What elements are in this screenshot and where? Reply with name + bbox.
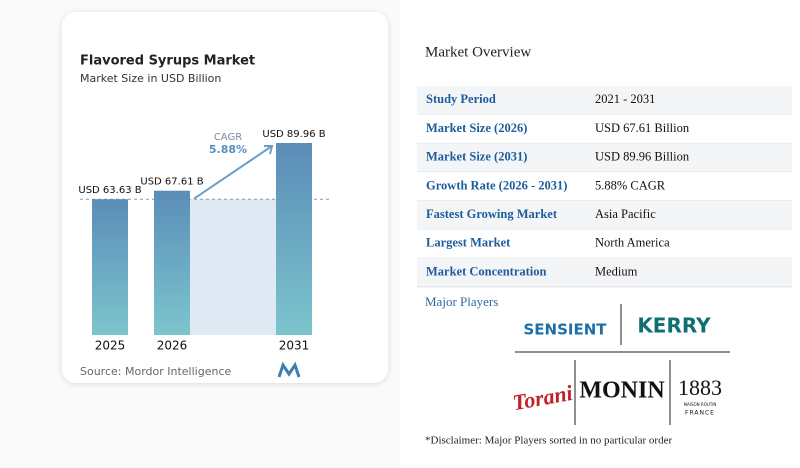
row-label: Market Concentration: [426, 264, 547, 278]
logo-grid: [515, 304, 730, 425]
row-value: Medium: [595, 264, 638, 278]
row-label: Market Size (2026): [426, 121, 527, 135]
logo-1883-sub: MAISON ROUTIN: [684, 402, 717, 407]
chart-area: USD 63.63 B 2025 USD 67.61 B 2026 USD 89.96 …: [78, 129, 332, 353]
table-row: [417, 172, 792, 201]
table-row: [417, 200, 792, 230]
value-label: USD 67.61 B: [140, 177, 203, 188]
value-label: USD 89.96 B: [262, 129, 325, 140]
row-label: Market Size (2031): [426, 150, 527, 164]
logo-1883-country: FRANCE: [685, 410, 715, 417]
cagr-arrow: [193, 145, 274, 200]
row-label: Study Period: [426, 92, 496, 106]
row-value: 2021 - 2031: [595, 92, 655, 106]
row-value: USD 67.61 Billion: [595, 121, 690, 135]
cagr-label: CAGR: [214, 132, 242, 143]
value-label: USD 63.63 B: [78, 185, 141, 196]
players-title: Major Players: [425, 294, 498, 309]
logo-1883: 1883: [678, 375, 722, 400]
row-value: North America: [595, 236, 670, 250]
row-value: Asia Pacific: [595, 207, 656, 221]
bar: [276, 143, 312, 335]
x-tick-label: 2026: [157, 339, 188, 353]
row-value: 5.88% CAGR: [595, 178, 666, 192]
row-label: Largest Market: [426, 236, 511, 250]
table-row: [417, 114, 792, 144]
row-label: Growth Rate (2026 - 2031): [426, 178, 567, 192]
table-row: [417, 258, 792, 287]
bar: [154, 190, 190, 335]
growth-area: [190, 199, 276, 335]
chart-title: Flavored Syrups Market: [80, 54, 255, 69]
logo-monin: MONIN: [579, 378, 665, 404]
table-row: [417, 143, 792, 173]
x-tick-label: 2031: [279, 339, 310, 353]
table-row: [417, 86, 792, 115]
source: Source: Mordor Intelligence: [80, 365, 231, 378]
logo-kerry: KERRY: [637, 314, 711, 338]
row-label: Fastest Growing Market: [426, 207, 558, 221]
row-value: USD 89.96 Billion: [595, 150, 690, 164]
table-row: [417, 229, 792, 259]
x-tick-label: 2025: [95, 339, 126, 353]
overview-table: Study Period 2021 - 2031 Market Size (2026…: [417, 86, 792, 288]
logo-sensient: SENSIENT: [523, 321, 607, 339]
chart-subtitle: Market Size in USD Billion: [80, 72, 221, 85]
overview-title: Market Overview: [425, 44, 531, 60]
disclaimer: *Disclaimer: Major Players sorted in no …: [425, 435, 672, 447]
bar: [92, 199, 128, 335]
source-logo: [277, 361, 301, 378]
cagr-value: 5.88%: [209, 143, 247, 156]
